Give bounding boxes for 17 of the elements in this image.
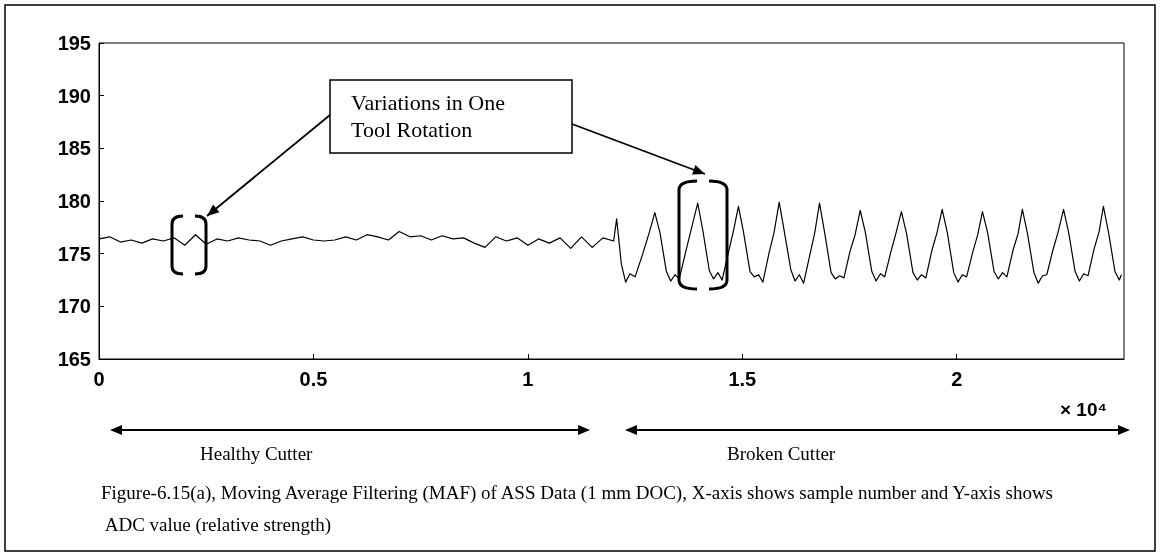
y-tick-label: 175 [57, 242, 91, 265]
y-tick-label: 180 [57, 190, 91, 212]
x-tick-label: 0.5 [299, 368, 328, 390]
text: Broken Cutter [727, 443, 836, 464]
y-tick-label: 195 [57, 32, 91, 54]
y-tick-label: 185 [57, 137, 91, 160]
text: Healthy Cutter [200, 443, 314, 464]
y-tick-label: 190 [57, 84, 91, 107]
text: × 10⁴ [1060, 399, 1107, 420]
y-tick-label: 165 [57, 348, 91, 370]
x-tick-label: 2 [951, 368, 963, 390]
y-tick-label: 170 [57, 295, 91, 318]
annotation: Variations in One Tool Rotation [351, 90, 511, 142]
x-tick-label: 0 [93, 368, 105, 390]
x-tick-label: 1 [522, 368, 534, 390]
x-tick-label: 1.5 [728, 368, 757, 390]
text: Figure-6.15(a), Moving Average Filtering (MAF) of ASS Data (1 mm DOC), X-axis shows sample number and Y-axis shows ADC value (relative strength) [101, 481, 1053, 536]
